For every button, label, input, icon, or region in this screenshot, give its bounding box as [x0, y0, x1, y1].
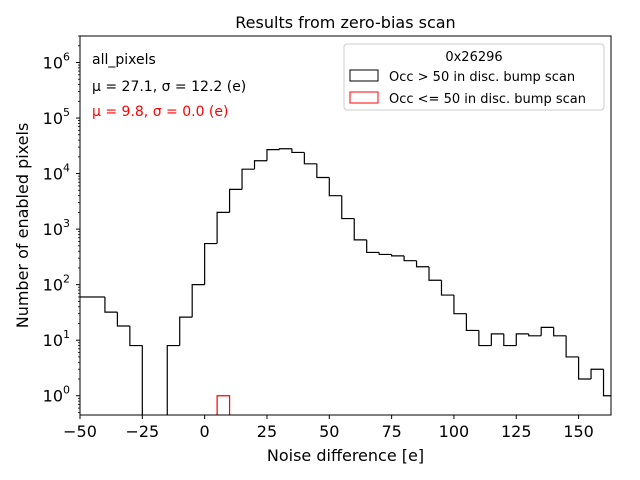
x-axis-label: Noise difference [e]	[267, 446, 424, 465]
y-tick-label: 103	[43, 217, 70, 239]
legend-title: 0x26296	[445, 50, 502, 65]
legend-entry-red: Occ <= 50 in disc. bump scan	[389, 92, 586, 107]
histogram-bin-black-30	[428, 266, 442, 281]
histogram-bin-black-34	[478, 330, 492, 347]
histogram-bin-black-37	[515, 333, 529, 346]
histogram-bin-black-7	[141, 345, 143, 415]
histogram-bin-black-31	[440, 280, 454, 296]
y-axis-label: Number of enabled pixels	[13, 123, 32, 329]
histogram-bin-black-4	[104, 296, 118, 313]
histogram-bin-black-0	[55, 297, 67, 435]
x-tick-label: −25	[125, 422, 159, 441]
x-tick-label: 50	[319, 422, 339, 441]
histogram-bin-black-36	[503, 333, 517, 347]
histogram-bin-black-9	[166, 344, 180, 415]
annotation-stats-main: μ = 27.1, σ = 12.2 (e)	[92, 79, 246, 95]
y-tick-label: 104	[43, 162, 70, 184]
histogram-bin-black-11	[191, 284, 205, 318]
histogram-bin-black-32	[453, 295, 467, 315]
plot-frame	[79, 35, 612, 416]
x-axis-ticks: −50 −25 0 25 50 75 100 125 150	[63, 415, 594, 441]
histogram-bin-black-22	[328, 177, 342, 197]
histogram-bin-black-12	[204, 242, 218, 285]
histogram-bin-black-6	[129, 326, 143, 347]
legend-entry-black: Occ > 50 in disc. bump scan	[389, 70, 575, 85]
x-tick-label: 0	[200, 422, 210, 441]
x-tick-label: −50	[63, 422, 97, 441]
histogram-bin-black-17	[266, 149, 280, 161]
y-tick-label: 100	[43, 384, 70, 406]
histogram-bin-black-25	[366, 239, 380, 254]
histogram-bin-black-28	[403, 255, 417, 262]
x-tick-label: 75	[381, 422, 401, 441]
histogram-bin-black-15	[241, 168, 255, 190]
y-tick-label: 105	[43, 106, 70, 128]
chart-title: Results from zero-bias scan	[235, 13, 455, 32]
x-tick-label: 150	[563, 422, 594, 441]
y-tick-label: 102	[43, 273, 70, 295]
y-axis-ticks: 100 101 102 103 104 105 106	[43, 35, 80, 413]
histogram-bin-black-23	[341, 195, 355, 220]
histogram-bars	[55, 148, 611, 435]
y-tick-label: 101	[43, 328, 70, 350]
histogram-bin-black-33	[465, 313, 479, 332]
histogram-bin-black-41	[565, 335, 579, 358]
y-tick-label: 106	[43, 50, 70, 72]
x-tick-label: 25	[257, 422, 277, 441]
x-tick-label: 125	[501, 422, 532, 441]
histogram-bin-black-24	[353, 218, 367, 241]
histogram-bin-black-14	[228, 188, 243, 213]
histogram-bin-black-20	[303, 152, 317, 165]
x-tick-label: 100	[439, 422, 470, 441]
histogram-bin-black-35	[490, 333, 504, 346]
legend: 0x26296 Occ > 50 in disc. bump scan Occ …	[343, 43, 605, 111]
histogram-bin-black-43	[590, 368, 604, 380]
histogram-bin-black-16	[253, 160, 267, 170]
histogram-bin-black-40	[553, 327, 567, 337]
legend-swatch-red	[349, 91, 379, 104]
histogram-bin-black-44	[602, 369, 611, 397]
histogram-bin-black-38	[528, 333, 542, 337]
histogram-bin-black-26	[378, 252, 392, 256]
histogram-bin-black-10	[179, 316, 193, 346]
histogram-bin-black-13	[216, 211, 230, 244]
histogram-bin-black-5	[116, 312, 130, 327]
histogram-bin-black-27	[391, 254, 405, 257]
histogram-bin-black-21	[316, 163, 330, 179]
legend-frame	[343, 43, 605, 111]
histogram-bin-black-42	[577, 356, 592, 380]
histogram-bin-black-18	[278, 148, 292, 150]
histogram-bin-red-0	[216, 395, 231, 415]
histogram-bin-black-39	[540, 326, 554, 336]
histogram-bin-black-19	[291, 148, 305, 154]
legend-swatch-black	[349, 69, 379, 82]
annotation-label: all_pixels	[92, 52, 156, 68]
annotation-stats-red: μ = 9.8, σ = 0.0 (e)	[92, 104, 228, 120]
histogram-bin-black-29	[415, 260, 430, 268]
